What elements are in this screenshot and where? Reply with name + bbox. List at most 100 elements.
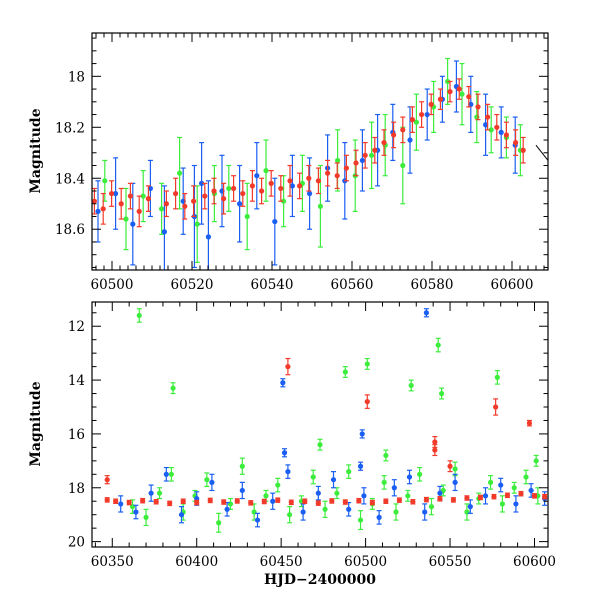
data-point (109, 190, 115, 197)
data-point (499, 501, 505, 507)
x-tick-label: 60560 (331, 277, 374, 293)
data-point (263, 168, 269, 174)
y-tick-label: 20 (68, 535, 85, 551)
data-point (159, 206, 165, 212)
data-point (285, 469, 291, 475)
data-point (361, 493, 367, 499)
x-tick-label: 60450 (260, 554, 303, 570)
data-point (475, 104, 481, 110)
data-point (533, 458, 539, 464)
data-point (439, 390, 445, 397)
model-line (535, 144, 548, 161)
data-point (156, 490, 163, 496)
data-point (477, 494, 484, 501)
data-point (300, 509, 306, 515)
top-y-axis-title: Magnitude (28, 108, 44, 193)
x-tick-label: 60540 (251, 277, 294, 293)
data-point (259, 188, 265, 194)
data-point (163, 471, 169, 477)
data-point (466, 94, 472, 100)
data-point (231, 185, 237, 192)
data-point (145, 196, 151, 202)
data-point (329, 498, 335, 504)
data-point (493, 404, 499, 410)
data-point (315, 178, 321, 184)
series-2 (104, 357, 548, 507)
data-point (391, 485, 397, 491)
data-point (153, 499, 159, 505)
data-point (136, 208, 142, 214)
data-point (396, 497, 402, 503)
data-point (275, 497, 281, 503)
data-point (307, 190, 313, 197)
data-point (275, 482, 281, 488)
data-point (317, 203, 323, 209)
data-point (173, 190, 179, 197)
bottom-panel-ticks: 60350 60400 60450 60500 60550 60600 12 14 16 18 20 (68, 302, 556, 570)
data-point (280, 380, 286, 386)
data-point (161, 229, 167, 235)
y-tick-label: 18 (68, 69, 85, 85)
data-point (381, 479, 387, 485)
data-point (542, 494, 548, 500)
series-0 (129, 308, 541, 533)
data-point (281, 198, 287, 204)
data-point (287, 178, 293, 184)
data-point (343, 165, 349, 171)
data-point (357, 463, 364, 469)
data-point (523, 474, 529, 480)
data-point (359, 157, 365, 164)
data-point (482, 493, 489, 499)
data-point (503, 132, 509, 138)
data-point (123, 216, 129, 222)
data-point (100, 206, 106, 212)
data-point (254, 517, 261, 523)
data-point (383, 498, 389, 504)
data-point (504, 492, 511, 498)
x-tick-label: 60500 (344, 554, 387, 570)
data-point (450, 497, 457, 503)
data-point (261, 498, 267, 505)
x-tick-label: 60350 (91, 554, 134, 570)
data-point (221, 196, 227, 202)
data-point (520, 147, 526, 153)
data-point (369, 152, 375, 158)
data-point (95, 208, 101, 214)
data-point (285, 364, 291, 370)
x-tick-label: 60600 (491, 277, 534, 293)
data-point (268, 180, 274, 186)
data-point (483, 122, 489, 128)
data-point (126, 499, 132, 506)
data-point (407, 137, 413, 143)
data-point (359, 431, 365, 437)
data-point (406, 474, 413, 480)
data-point (127, 193, 133, 199)
data-point (346, 506, 352, 512)
data-point (334, 490, 340, 496)
data-point (494, 374, 500, 380)
data-point (381, 139, 387, 146)
data-point (400, 127, 406, 133)
data-point (133, 509, 139, 515)
data-point (409, 117, 415, 123)
data-point (104, 477, 110, 483)
data-point (452, 466, 458, 472)
data-point (143, 514, 149, 520)
data-point (376, 514, 382, 520)
data-point (447, 89, 453, 95)
y-tick-label: 16 (68, 427, 85, 443)
data-point (272, 218, 278, 225)
data-point (289, 183, 295, 189)
data-point (270, 498, 276, 504)
data-point (322, 506, 328, 512)
data-point (202, 193, 208, 199)
data-point (437, 96, 443, 102)
x-tick-label: 60500 (91, 277, 134, 293)
data-point (419, 111, 425, 118)
data-point (513, 501, 519, 507)
data-point (92, 198, 97, 204)
data-point (288, 499, 294, 505)
data-point (485, 114, 491, 120)
data-point (391, 132, 397, 138)
data-point (221, 499, 227, 505)
